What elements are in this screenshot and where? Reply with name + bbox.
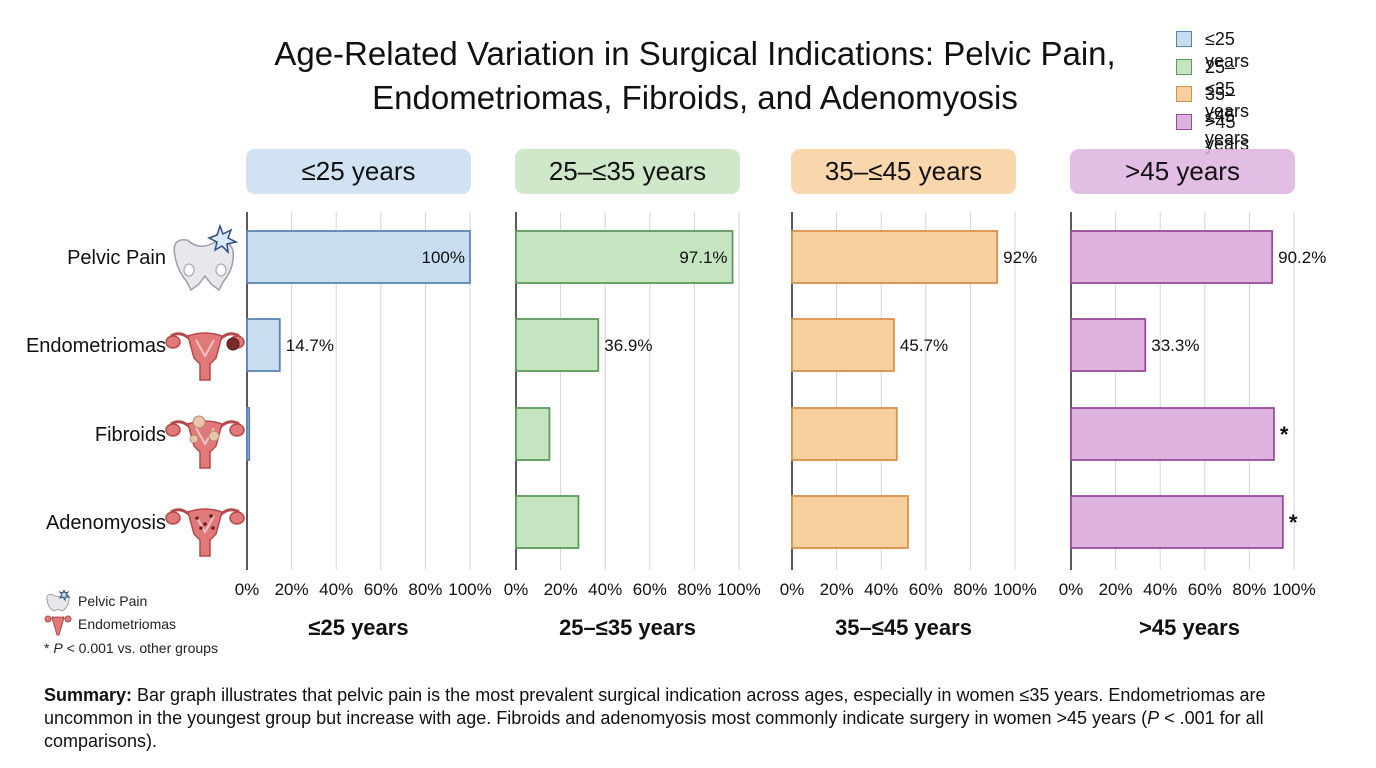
summary-text-end: < .001 for all comparisons). xyxy=(44,708,1264,751)
footnote-p: P xyxy=(53,640,63,656)
x-tick-label: 20% xyxy=(275,580,309,599)
panel-3: 35–≤45 years 0% 20% 40% 60% 80% 100% 92% 45.7% 35… xyxy=(780,149,1037,640)
x-tick-label: 0% xyxy=(235,580,260,599)
x-tick-label: 20% xyxy=(1099,580,1133,599)
category-label: Fibroids xyxy=(95,424,166,446)
summary: Summary: Bar graph illustrates that pelv… xyxy=(44,684,1334,753)
bar xyxy=(515,495,580,549)
legend-swatch xyxy=(1176,86,1192,102)
panel-x-label: 35–≤45 years xyxy=(835,615,972,640)
panel-4: >45 years 0% 20% 40% 60% 80% 100% 90.2% 33.3% * * >… xyxy=(1059,149,1326,640)
summary-text: Bar graph illustrates that pelvic pain i… xyxy=(44,685,1266,728)
bar xyxy=(1070,318,1147,372)
pelvis-pain-icon xyxy=(46,590,71,612)
legend-label: 25–≤35 years xyxy=(1205,56,1250,121)
panel-header-bg xyxy=(1070,149,1295,194)
uterus-endometrioma-icon xyxy=(44,615,72,636)
bar-value-label: 45.7% xyxy=(900,336,948,355)
panel-header-bg xyxy=(791,149,1016,194)
bar xyxy=(515,407,551,461)
x-tick-label: 40% xyxy=(864,580,898,599)
chart-area: ≤25 years 0% 20% 40% 60% 80% 100% 100% 14.7% ≤25 … xyxy=(26,149,1326,640)
footnote-star: * xyxy=(44,640,54,656)
bar-value-label: 36.9% xyxy=(604,336,652,355)
chart-title: Age-Related Variation in Surgical Indica… xyxy=(274,35,1116,116)
panel-header-label: ≤25 years xyxy=(302,156,416,186)
panel-2: 25–≤35 years 0% 20% 40% 60% 80% 100% 97.1% 36.9%… xyxy=(504,149,761,640)
bar xyxy=(515,318,600,372)
legend-label: 35–≤45 years xyxy=(1205,84,1250,148)
panel-1: ≤25 years 0% 20% 40% 60% 80% 100% 100% 14.7% ≤25 … xyxy=(235,149,492,640)
panel-x-label: ≤25 years xyxy=(308,615,408,640)
panel-header-bg xyxy=(515,149,740,194)
x-tick-label: 0% xyxy=(1059,580,1084,599)
significance-mark: * xyxy=(1280,422,1289,447)
panel-header-label: >45 years xyxy=(1125,156,1240,186)
panel-x-label: 25–≤35 years xyxy=(559,615,696,640)
x-tick-label: 100% xyxy=(993,580,1036,599)
summary-label: Summary: xyxy=(44,685,133,705)
x-tick-label: 100% xyxy=(1272,580,1315,599)
note-pelvic-pain-label: Pelvic Pain xyxy=(78,593,148,609)
bar xyxy=(1070,407,1275,461)
x-tick-label: 0% xyxy=(504,580,529,599)
x-tick-label: 80% xyxy=(953,580,987,599)
x-tick-label: 20% xyxy=(820,580,854,599)
panel-x-label: >45 years xyxy=(1139,615,1240,640)
x-tick-label: 80% xyxy=(677,580,711,599)
x-tick-label: 60% xyxy=(633,580,667,599)
x-tick-label: 80% xyxy=(408,580,442,599)
bar xyxy=(791,230,999,284)
legend-swatch xyxy=(1176,113,1192,130)
bar-value-label: 100% xyxy=(422,248,465,267)
uterus-endometrioma-icon xyxy=(165,332,245,381)
legend-label: >45 years xyxy=(1205,111,1250,154)
x-tick-label: 60% xyxy=(909,580,943,599)
uterus-adenomyosis-icon xyxy=(165,508,245,557)
significance-mark: * xyxy=(1289,510,1298,535)
x-tick-label: 0% xyxy=(780,580,805,599)
pelvis-pain-icon xyxy=(173,223,239,292)
footnote-text: < 0.001 vs. other groups xyxy=(62,640,218,656)
legend-swatch xyxy=(1176,31,1192,47)
x-tick-label: 60% xyxy=(364,580,398,599)
x-tick-label: 60% xyxy=(1188,580,1222,599)
bar xyxy=(791,407,898,461)
bar xyxy=(791,318,895,372)
bar-value-label: 33.3% xyxy=(1151,336,1199,355)
bar xyxy=(246,407,251,461)
x-tick-label: 40% xyxy=(588,580,622,599)
category-label: Endometriomas xyxy=(26,335,166,357)
legend-label: ≤25 years xyxy=(1205,29,1250,71)
panel-header-bg xyxy=(246,149,471,194)
bar xyxy=(791,495,909,549)
x-tick-label: 40% xyxy=(319,580,353,599)
bar-value-label: 97.1% xyxy=(679,248,727,267)
x-tick-label: 40% xyxy=(1143,580,1177,599)
bar-value-label: 92% xyxy=(1003,248,1037,267)
legend-swatch xyxy=(1176,58,1192,75)
bar xyxy=(246,230,471,284)
bar xyxy=(1070,230,1274,284)
x-tick-label: 80% xyxy=(1232,580,1266,599)
bar-value-label: 90.2% xyxy=(1278,248,1326,267)
x-tick-label: 100% xyxy=(717,580,760,599)
panel-header-label: 35–≤45 years xyxy=(825,156,982,186)
note-endometriomas-label: Endometriomas xyxy=(78,616,177,632)
bar xyxy=(246,318,281,372)
category-label: Pelvic Pain xyxy=(67,247,166,269)
bar-value-label: 14.7% xyxy=(286,336,334,355)
bar xyxy=(1070,495,1284,549)
panel-header-label: 25–≤35 years xyxy=(549,156,706,186)
bar xyxy=(515,230,734,284)
x-tick-label: 20% xyxy=(544,580,578,599)
category-label: Adenomyosis xyxy=(46,512,166,534)
footnote: * P < 0.001 vs. other groups xyxy=(44,638,218,658)
uterus-fibroid-icon xyxy=(165,415,245,469)
summary-p: P xyxy=(1147,708,1160,728)
x-tick-label: 100% xyxy=(448,580,491,599)
